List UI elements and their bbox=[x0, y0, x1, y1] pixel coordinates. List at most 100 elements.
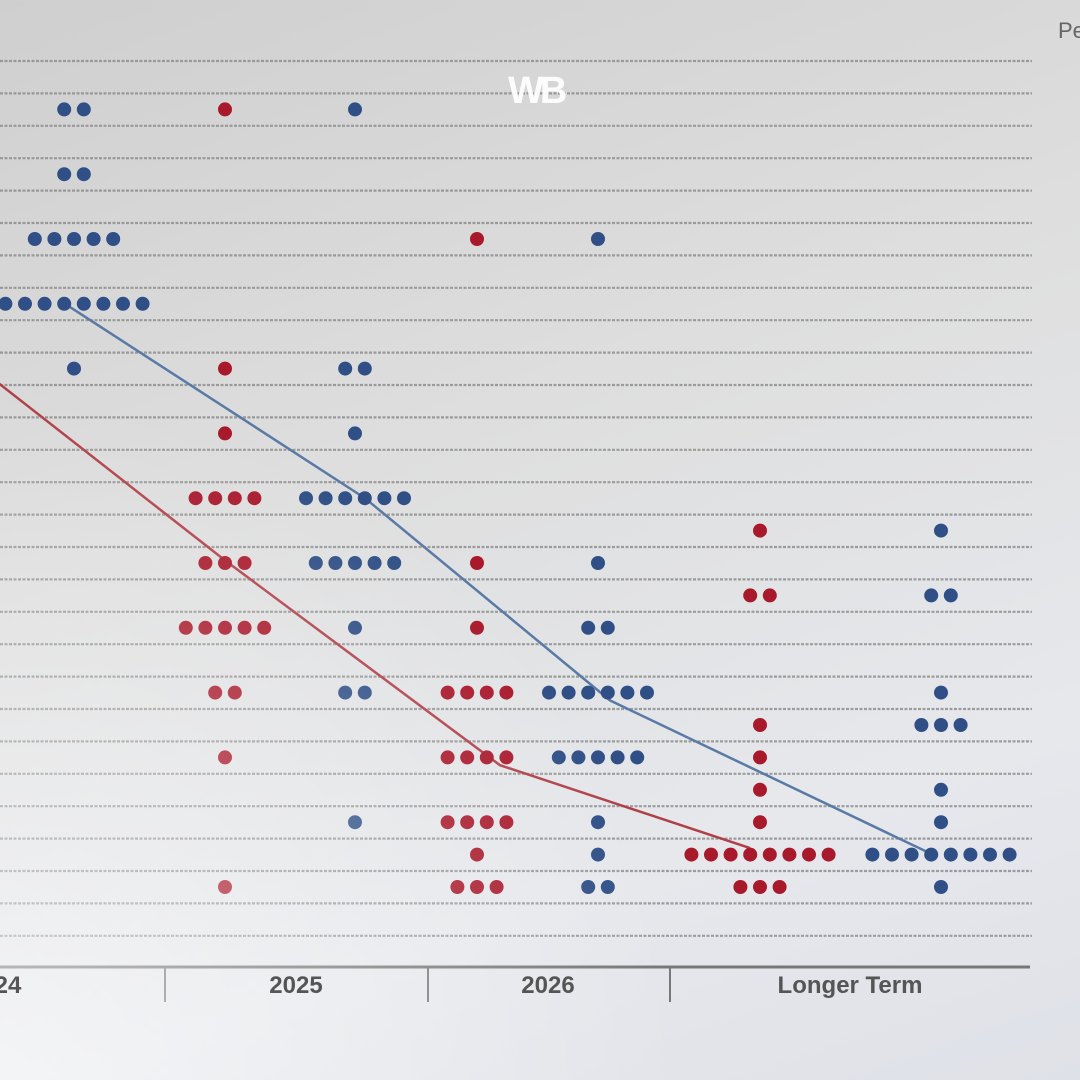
blue-dot bbox=[348, 556, 362, 570]
blue-dot bbox=[387, 556, 402, 570]
blue-dot bbox=[328, 556, 343, 570]
blue-dot bbox=[591, 556, 605, 570]
red-dot bbox=[440, 750, 455, 765]
blue-dot bbox=[367, 556, 382, 570]
gridlines bbox=[0, 59, 1032, 937]
red-dot bbox=[178, 620, 193, 635]
red-dot bbox=[753, 750, 767, 765]
blue-dot bbox=[561, 685, 576, 700]
blue-dot bbox=[67, 361, 81, 376]
red-dot bbox=[440, 815, 455, 830]
blue-dot bbox=[600, 620, 615, 635]
red-dot bbox=[227, 491, 242, 506]
red-dot bbox=[684, 847, 699, 862]
blue-dot bbox=[914, 718, 929, 732]
red-dot bbox=[257, 620, 272, 635]
blue-dot bbox=[357, 491, 372, 506]
red-dot bbox=[218, 361, 232, 376]
watermark-logo: WB bbox=[508, 70, 568, 112]
red-dot bbox=[753, 782, 767, 797]
blue-dot bbox=[865, 847, 880, 862]
red-dot bbox=[470, 880, 484, 894]
blue-dot bbox=[57, 167, 72, 182]
blue-dot bbox=[591, 750, 605, 765]
blue-dot bbox=[348, 815, 362, 830]
blue-dot bbox=[357, 685, 372, 700]
blue-dot bbox=[640, 685, 654, 700]
blue-dot bbox=[397, 491, 411, 506]
blue-dot bbox=[18, 296, 32, 311]
blue-dot bbox=[581, 620, 596, 635]
red-dot bbox=[218, 620, 232, 635]
blue-dot bbox=[76, 167, 91, 182]
red-dot bbox=[753, 523, 767, 538]
blue-dot bbox=[106, 232, 121, 246]
blue-dot bbox=[963, 847, 978, 862]
blue-dot bbox=[934, 782, 948, 797]
red-dot bbox=[218, 880, 232, 894]
blue-dot bbox=[630, 750, 645, 765]
blue-dot bbox=[600, 880, 615, 894]
blue-dot bbox=[27, 232, 42, 246]
blue-dot bbox=[934, 880, 948, 894]
red-dot bbox=[753, 718, 767, 732]
blue-dot bbox=[338, 491, 353, 506]
blue-dot bbox=[934, 815, 948, 830]
blue-dot bbox=[591, 815, 605, 830]
blue-dot bbox=[96, 296, 111, 311]
blue-dot bbox=[610, 750, 625, 765]
red-dot bbox=[802, 847, 816, 862]
blue-dot bbox=[86, 232, 101, 246]
red-dot bbox=[208, 685, 223, 700]
red-dot bbox=[440, 685, 455, 700]
blue-dot bbox=[377, 491, 392, 506]
blue-dot bbox=[1002, 847, 1017, 862]
red-dot bbox=[460, 685, 475, 700]
red-dot bbox=[821, 847, 836, 862]
blue-dot bbox=[47, 232, 62, 246]
red-dot bbox=[227, 685, 242, 700]
blue-dot bbox=[67, 232, 81, 246]
blue-dot bbox=[591, 847, 605, 862]
blue-dot bbox=[551, 750, 566, 765]
blue-dot bbox=[0, 296, 13, 311]
blue-dot bbox=[76, 102, 91, 117]
red-dot bbox=[772, 880, 787, 894]
red-dot bbox=[470, 556, 484, 570]
red-dot bbox=[762, 847, 777, 862]
red-dot bbox=[247, 491, 262, 506]
red-dot bbox=[753, 815, 767, 830]
red-dot bbox=[489, 880, 504, 894]
blue-dot bbox=[934, 523, 948, 538]
blue-dot bbox=[76, 296, 91, 311]
y-axis-label: Percent bbox=[1058, 18, 1080, 43]
blue-dot bbox=[620, 685, 635, 700]
red-dot bbox=[218, 556, 232, 570]
red-dot bbox=[704, 847, 718, 862]
blue-dot bbox=[885, 847, 899, 862]
red-dot bbox=[218, 750, 232, 765]
blue-dot bbox=[924, 847, 939, 862]
x-tick-label-2026: 2026 bbox=[521, 972, 575, 999]
red-dot bbox=[733, 880, 748, 894]
blue-dot bbox=[934, 685, 948, 700]
blue-dot bbox=[57, 296, 72, 311]
blue-dot bbox=[299, 491, 313, 506]
blue-dot bbox=[116, 296, 130, 311]
blue-dot bbox=[318, 491, 333, 506]
x-tick-label-2025: 2025 bbox=[269, 972, 323, 999]
red-median-line bbox=[0, 382, 751, 850]
red-dot bbox=[218, 426, 232, 441]
x-tick-label-2024: 24 bbox=[0, 972, 22, 999]
red-dot bbox=[198, 620, 213, 635]
red-dot bbox=[743, 588, 758, 603]
blue-dot bbox=[308, 556, 323, 570]
red-dot bbox=[782, 847, 797, 862]
red-dot bbox=[237, 620, 252, 635]
blue-dot bbox=[542, 685, 556, 700]
blue-dot bbox=[953, 718, 968, 732]
red-dot bbox=[470, 847, 484, 862]
blue-dot bbox=[57, 102, 72, 117]
red-dot bbox=[762, 588, 777, 603]
